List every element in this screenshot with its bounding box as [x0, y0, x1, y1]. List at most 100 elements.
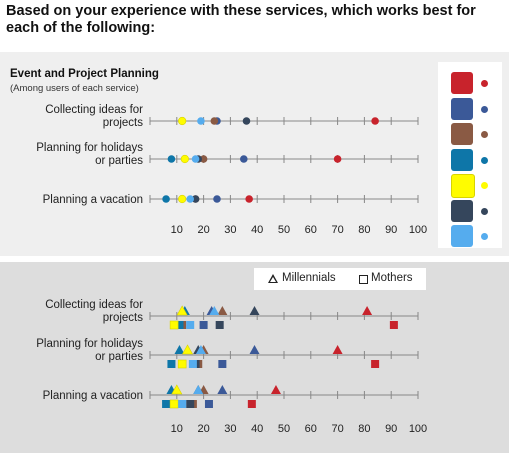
page-title: Based on your experience with these serv… — [6, 3, 476, 36]
data-point — [213, 195, 221, 203]
tick-label: 40 — [251, 423, 263, 435]
service-color-dot — [481, 233, 488, 240]
chart-title: Event and Project Planning — [10, 68, 159, 80]
bottom-chart-panel — [0, 262, 509, 453]
tick-label: 100 — [409, 423, 427, 435]
mothers-marker — [167, 360, 176, 368]
tick-label: 90 — [385, 423, 397, 435]
data-point — [199, 155, 208, 163]
millennials-marker — [217, 385, 228, 394]
pinterest-icon — [451, 72, 473, 94]
mothers-marker — [169, 320, 179, 330]
data-point — [167, 155, 176, 163]
tick-label: 30 — [224, 423, 236, 435]
mothers-marker — [218, 360, 227, 368]
millennials-marker — [171, 384, 183, 395]
tick-label: 80 — [358, 224, 370, 236]
millennials-marker — [217, 306, 228, 315]
mothers-marker — [247, 400, 256, 408]
mothers-marker — [215, 321, 224, 329]
data-point — [333, 155, 342, 163]
top-chart-panel — [0, 52, 509, 256]
tick-label: 30 — [224, 224, 236, 236]
mothers-marker — [204, 400, 213, 408]
tick-label: 60 — [305, 224, 317, 236]
mothers-marker — [178, 400, 187, 408]
mothers-marker — [186, 400, 195, 408]
service-color-dot — [481, 156, 488, 164]
shape-legend: Millennials Mothers — [254, 268, 426, 290]
tick-label: 60 — [305, 423, 317, 435]
millennials-marker — [176, 305, 188, 316]
millennials-marker — [193, 385, 204, 394]
category-label: Planning for holidays or parties — [36, 338, 143, 363]
tick-label: 50 — [278, 224, 290, 236]
chart-subtitle: (Among users of each service) — [10, 83, 139, 94]
millennials-marker — [249, 345, 260, 354]
category-label: Collecting ideas for projects — [45, 104, 143, 129]
mothers-marker — [175, 321, 184, 329]
category-label: Planning a vacation — [43, 390, 143, 402]
square-icon — [359, 275, 368, 284]
millennials-marker — [362, 306, 373, 315]
twitter-icon — [451, 225, 473, 247]
millennials-marker — [249, 306, 260, 315]
legend-millennials: Millennials — [282, 272, 336, 284]
service-color-dot — [481, 207, 488, 215]
data-point — [197, 117, 205, 125]
mothers-marker — [169, 399, 179, 409]
data-point — [210, 117, 219, 125]
category-label: Planning for holidays or parties — [36, 142, 143, 167]
mothers-marker — [389, 321, 398, 329]
service-color-dot — [481, 131, 488, 138]
data-point — [162, 195, 170, 203]
legend-mothers: Mothers — [371, 272, 413, 284]
tick-label: 70 — [331, 423, 343, 435]
millennials-marker — [182, 344, 194, 355]
mothers-marker — [199, 321, 208, 329]
mothers-marker — [188, 360, 197, 368]
tick-label: 10 — [171, 224, 183, 236]
tick-label: 70 — [331, 224, 343, 236]
data-point — [178, 194, 187, 204]
category-label: Collecting ideas for projects — [45, 299, 143, 324]
tumblr-icon — [451, 199, 473, 222]
tick-label: 10 — [171, 423, 183, 435]
service-color-dot — [481, 105, 488, 113]
mothers-marker — [177, 359, 187, 369]
tick-label: 80 — [358, 423, 370, 435]
snapchat-icon — [451, 174, 475, 198]
millennials-marker — [332, 345, 343, 354]
data-point — [371, 117, 379, 125]
data-point — [180, 154, 189, 164]
service-color-dot — [481, 182, 488, 189]
tick-label: 100 — [409, 224, 427, 236]
millennials-marker — [209, 306, 220, 315]
tick-label: 20 — [197, 423, 209, 435]
tick-label: 20 — [197, 224, 209, 236]
data-point — [240, 155, 248, 163]
data-point — [191, 195, 200, 203]
millennials-marker — [195, 345, 206, 354]
tick-label: 40 — [251, 224, 263, 236]
facebook-icon — [451, 97, 473, 120]
data-point — [178, 116, 187, 126]
instagram-icon — [451, 123, 473, 145]
category-label: Planning a vacation — [43, 194, 143, 206]
data-point — [242, 117, 251, 125]
triangle-icon — [268, 274, 278, 283]
service-color-dot — [481, 80, 488, 87]
linkedin-icon — [451, 148, 473, 171]
data-point — [245, 195, 253, 203]
data-point — [191, 155, 200, 163]
millennials-marker — [270, 385, 281, 394]
mothers-marker — [162, 400, 171, 408]
millennials-marker — [174, 345, 185, 354]
tick-label: 50 — [278, 423, 290, 435]
mothers-marker — [371, 360, 380, 368]
tick-label: 90 — [385, 224, 397, 236]
mothers-marker — [186, 321, 195, 329]
data-point — [186, 195, 194, 203]
